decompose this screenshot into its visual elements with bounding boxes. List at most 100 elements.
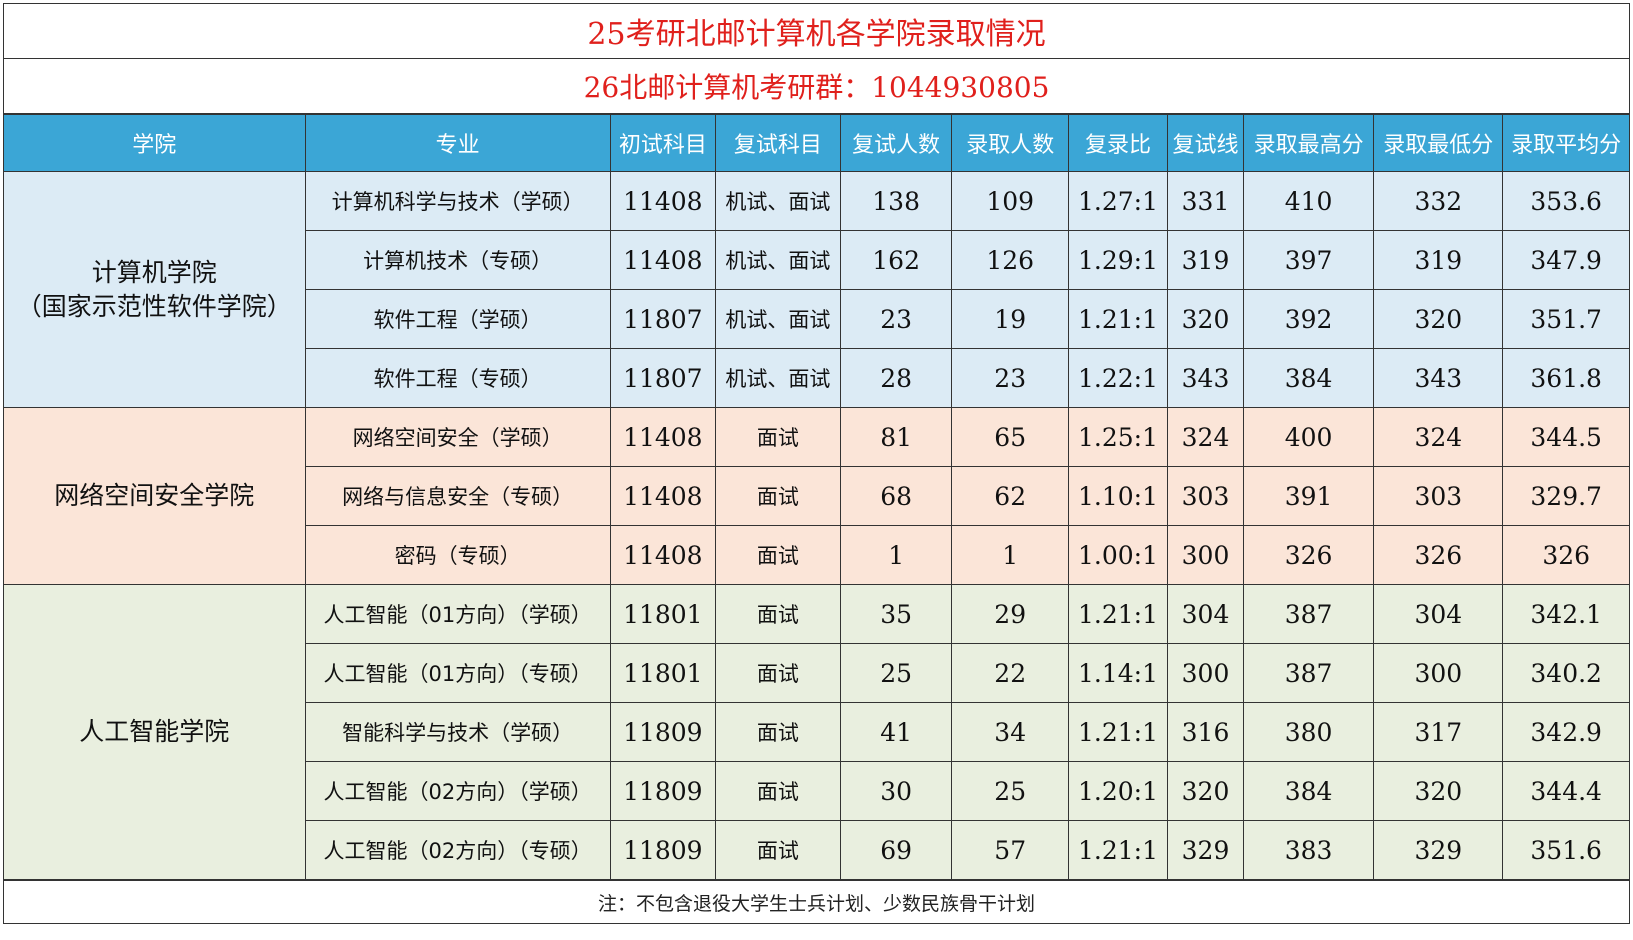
avg-score-cell: 353.6: [1502, 171, 1629, 231]
major-cell: 人工智能（01方向）（学硕）: [304, 584, 611, 644]
table-row: 人工智能（01方向）（专硕） 11801 面试 25 22 1.14:1 300 387 300…: [4, 643, 1629, 703]
ratio-cell: 1.10:1: [1068, 466, 1168, 526]
min-score-cell: 317: [1373, 702, 1504, 762]
min-score-cell: 326: [1373, 525, 1504, 585]
min-score-cell: 332: [1373, 171, 1504, 231]
ratio-cell: 1.20:1: [1068, 761, 1168, 821]
retest-line-cell: 319: [1166, 230, 1245, 290]
avg-score-cell: 351.7: [1502, 289, 1629, 349]
group-info: 26北邮计算机考研群：1044930805: [4, 59, 1629, 114]
min-score-cell: 300: [1373, 643, 1504, 703]
admit-count-cell: 126: [951, 230, 1070, 290]
max-score-cell: 384: [1243, 348, 1375, 408]
retest-line-cell: 316: [1166, 702, 1245, 762]
exam-subject-cell: 11809: [609, 761, 716, 821]
retest-count-cell: 69: [839, 820, 953, 880]
retest-count-cell: 68: [839, 466, 953, 526]
exam-subject-cell: 11408: [609, 466, 716, 526]
min-score-cell: 303: [1373, 466, 1504, 526]
admit-count-cell: 23: [951, 348, 1070, 408]
column-header-retest-subject: 复试科目: [714, 114, 841, 172]
column-header-avg-score: 录取平均分: [1502, 114, 1629, 172]
exam-subject-cell: 11801: [609, 643, 716, 703]
ratio-cell: 1.21:1: [1068, 702, 1168, 762]
avg-score-cell: 361.8: [1502, 348, 1629, 408]
college-name: 网络空间安全学院: [54, 481, 255, 511]
major-cell: 人工智能（02方向）（学硕）: [305, 761, 611, 821]
avg-score-cell: 344.4: [1502, 761, 1629, 821]
admit-count-cell: 62: [951, 466, 1070, 526]
college-cell: 人工智能学院: [4, 584, 306, 880]
exam-subject-cell: 11807: [609, 348, 716, 408]
retest-line-cell: 343: [1166, 348, 1245, 408]
avg-score-cell: 342.9: [1502, 702, 1629, 762]
ratio-cell: 1.27:1: [1068, 171, 1168, 231]
retest-line-cell: 303: [1166, 466, 1245, 526]
major-cell: 软件工程（学硕）: [305, 289, 611, 349]
college-cell: 网络空间安全学院: [4, 407, 306, 585]
college-name: 计算机学院: [91, 257, 217, 287]
exam-subject-cell: 11809: [609, 820, 716, 880]
exam-subject-cell: 11807: [609, 289, 716, 349]
retest-count-cell: 23: [839, 289, 953, 349]
avg-score-cell: 342.1: [1502, 584, 1629, 644]
table-body: 计算机学院 （国家示范性软件学院） 计算机科学与技术（学硕） 11408 机试、面试 13…: [4, 171, 1629, 880]
retest-line-cell: 331: [1166, 171, 1245, 231]
retest-subject-cell: 面试: [714, 525, 841, 585]
column-header-min-score: 录取最低分: [1373, 114, 1504, 172]
major-cell: 网络空间安全（学硕）: [304, 407, 611, 467]
retest-count-cell: 41: [839, 702, 953, 762]
retest-subject-cell: 机试、面试: [714, 171, 841, 231]
page-title: 25考研北邮计算机各学院录取情况: [4, 4, 1629, 59]
table-header-row: 学院 专业 初试科目 复试科目 复试人数 录取人数 复录比 复试线 录取最高分 …: [4, 114, 1629, 172]
ratio-cell: 1.29:1: [1068, 230, 1168, 290]
retest-subject-cell: 面试: [714, 584, 841, 644]
column-header-retest-count: 复试人数: [839, 114, 953, 172]
min-score-cell: 320: [1373, 761, 1504, 821]
min-score-cell: 343: [1373, 348, 1504, 408]
min-score-cell: 304: [1373, 584, 1504, 644]
ratio-cell: 1.21:1: [1068, 820, 1168, 880]
table-row: 软件工程（学硕） 11807 机试、面试 23 19 1.21:1 320 392 320 351…: [4, 289, 1629, 349]
admit-count-cell: 65: [951, 407, 1070, 467]
table-row: 人工智能学院 人工智能（01方向）（学硕） 11801 面试 35 29 1.21:1 304…: [4, 584, 1629, 880]
retest-subject-cell: 面试: [714, 820, 841, 880]
college-subname: （国家示范性软件学院）: [16, 291, 292, 321]
retest-subject-cell: 机试、面试: [714, 230, 841, 290]
footnote: 注：不包含退役大学生士兵计划、少数民族骨干计划: [4, 880, 1629, 923]
major-cell: 网络与信息安全（专硕）: [305, 466, 611, 526]
table-row: 人工智能（02方向）（学硕） 11809 面试 30 25 1.20:1 320 384 320…: [4, 761, 1629, 821]
major-cell: 计算机科学与技术（学硕）: [304, 171, 611, 231]
avg-score-cell: 326: [1502, 525, 1629, 585]
retest-line-cell: 304: [1166, 584, 1245, 644]
admit-count-cell: 34: [951, 702, 1070, 762]
max-score-cell: 397: [1243, 230, 1375, 290]
retest-subject-cell: 面试: [714, 466, 841, 526]
column-header-retest-line: 复试线: [1166, 114, 1245, 172]
max-score-cell: 387: [1243, 643, 1375, 703]
ratio-cell: 1.00:1: [1068, 525, 1168, 585]
table-row: 计算机学院 （国家示范性软件学院） 计算机科学与技术（学硕） 11408 机试、面试 13…: [4, 171, 1629, 408]
retest-count-cell: 35: [839, 584, 953, 644]
major-cell: 人工智能（01方向）（专硕）: [305, 643, 611, 703]
max-score-cell: 400: [1243, 407, 1375, 467]
avg-score-cell: 351.6: [1502, 820, 1629, 880]
retest-count-cell: 81: [839, 407, 953, 467]
column-header-exam: 初试科目: [609, 114, 716, 172]
ratio-cell: 1.14:1: [1068, 643, 1168, 703]
max-score-cell: 387: [1243, 584, 1375, 644]
college-cell: 计算机学院 （国家示范性软件学院）: [4, 171, 306, 408]
retest-line-cell: 300: [1166, 525, 1245, 585]
exam-subject-cell: 11408: [609, 525, 716, 585]
admit-count-cell: 22: [951, 643, 1070, 703]
major-cell: 软件工程（专硕）: [305, 348, 611, 408]
admit-count-cell: 1: [951, 525, 1070, 585]
column-header-major: 专业: [304, 114, 611, 172]
table-row: 智能科学与技术（学硕） 11809 面试 41 34 1.21:1 316 380 317 342…: [4, 702, 1629, 762]
exam-subject-cell: 11809: [609, 702, 716, 762]
exam-subject-cell: 11801: [609, 584, 716, 644]
ratio-cell: 1.22:1: [1068, 348, 1168, 408]
retest-count-cell: 25: [839, 643, 953, 703]
table-row: 软件工程（专硕） 11807 机试、面试 28 23 1.22:1 343 384 343 361…: [4, 348, 1629, 408]
exam-subject-cell: 11408: [609, 171, 716, 231]
